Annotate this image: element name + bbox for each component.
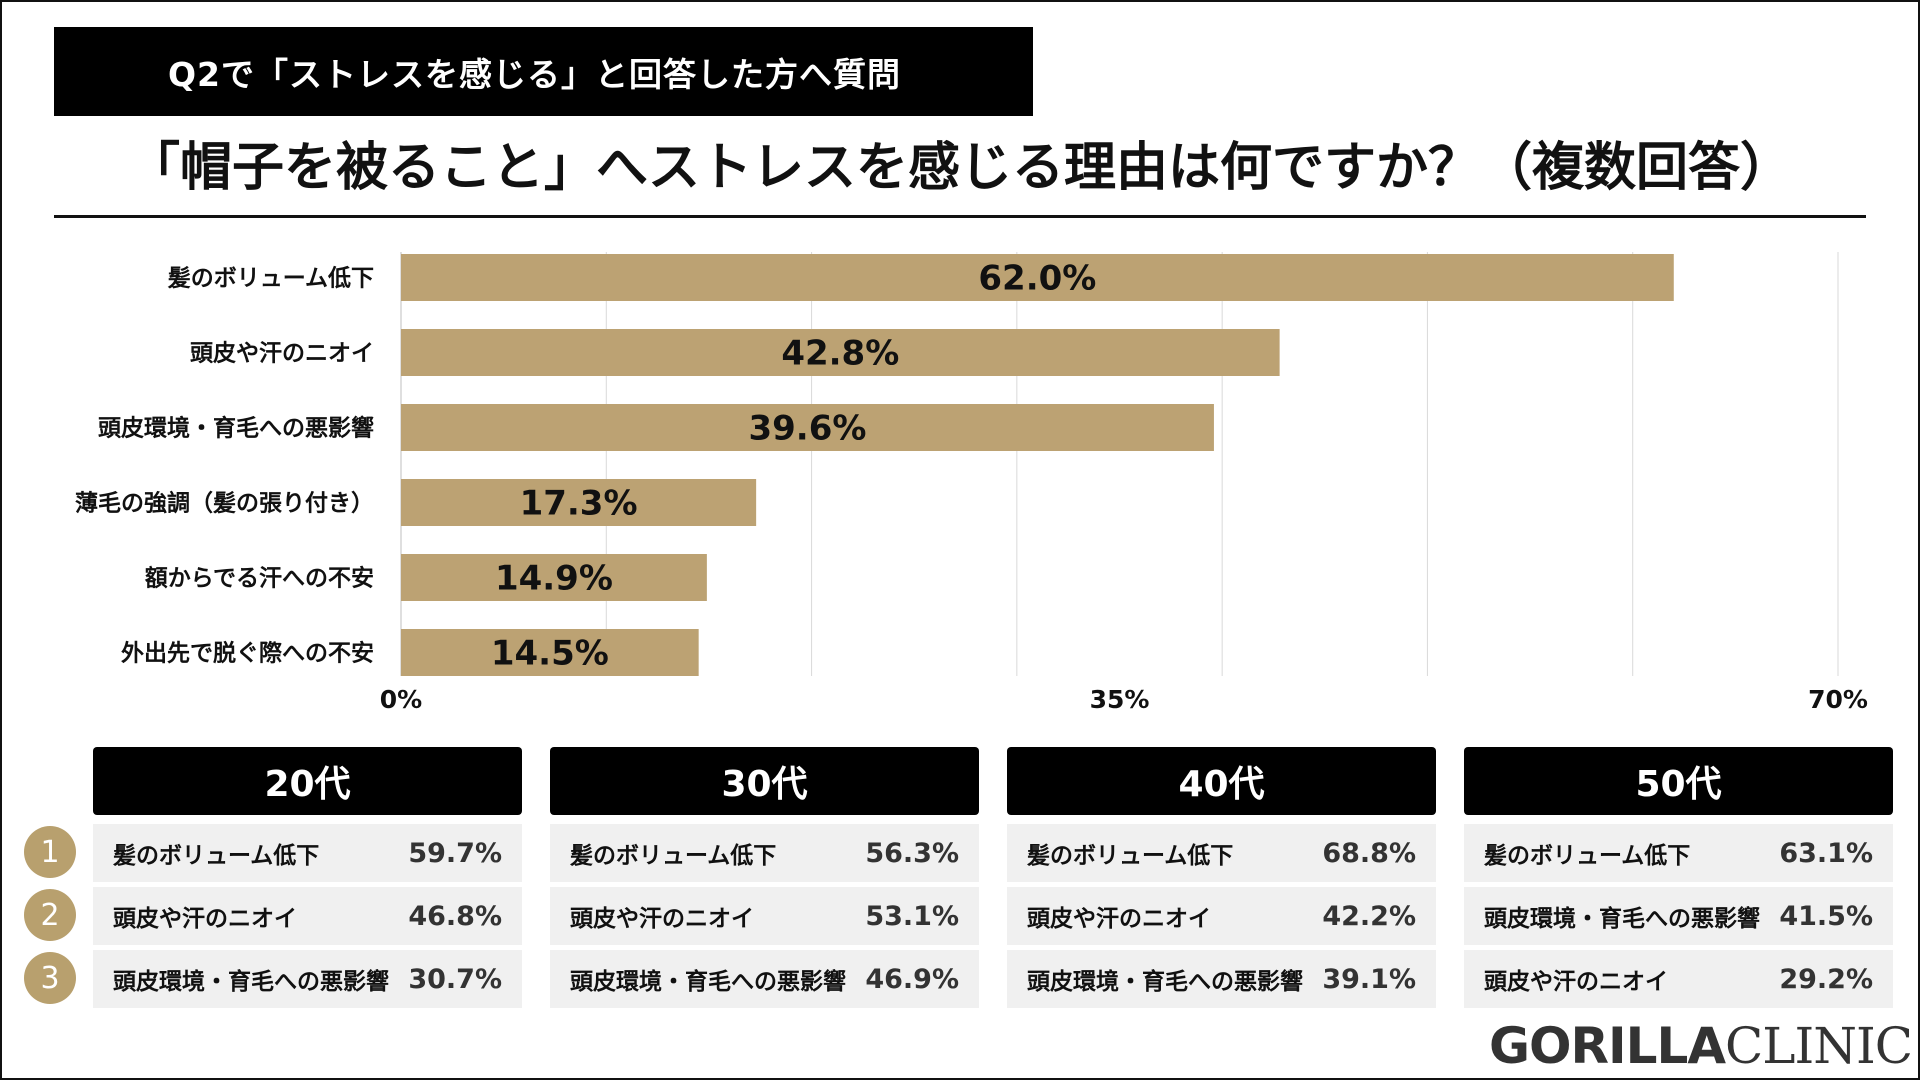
rank-item-percent: 39.1% [1322, 963, 1416, 995]
rank-row-1: 髪のボリューム低下 68.8% [1007, 824, 1436, 882]
age-panel-3: 40代髪のボリューム低下 68.8% 頭皮や汗のニオイ 42.2% 頭皮環境・育毛への悪… [1007, 747, 1436, 1008]
rank-item-percent: 30.7% [408, 963, 502, 995]
rank-item-label: 頭皮環境・育毛への悪影響 [570, 969, 846, 995]
bar-3 [401, 404, 1214, 451]
rank-item-label: 頭皮環境・育毛への悪影響 [1484, 906, 1760, 932]
question-banner-text: Q2で「ストレスを感じる」と回答した方へ質問 [168, 54, 902, 94]
data-label-5: 14.9% [495, 559, 613, 599]
rank-item-label: 頭皮や汗のニオイ [1484, 969, 1668, 995]
rank-row-2: 頭皮や汗のニオイ 53.1% [550, 887, 979, 945]
rank-row-1: 髪のボリューム低下 63.1% [1464, 824, 1893, 882]
rank-item-label: 頭皮環境・育毛への悪影響 [113, 969, 389, 995]
bar-2 [401, 329, 1280, 376]
rank-item-percent: 63.1% [1779, 837, 1873, 869]
question-banner: Q2で「ストレスを感じる」と回答した方へ質問 [54, 27, 1033, 116]
rank-item-percent: 68.8% [1322, 837, 1416, 869]
data-label-2: 42.8% [781, 334, 899, 374]
rank-item-label: 頭皮や汗のニオイ [1027, 906, 1211, 932]
tick-label-1: 0% [380, 685, 422, 714]
rank-item-percent: 59.7% [408, 837, 502, 869]
rank-row-2: 頭皮や汗のニオイ 46.8% [93, 887, 522, 945]
age-panel-1: 20代髪のボリューム低下 59.7% 頭皮や汗のニオイ 46.8% 頭皮環境・育毛への悪… [93, 747, 522, 1008]
data-label-4: 17.3% [520, 484, 638, 524]
age-panel-header: 20代 [93, 747, 522, 815]
rank-row-2: 頭皮や汗のニオイ 42.2% [1007, 887, 1436, 945]
rank-item-percent: 42.2% [1322, 900, 1416, 932]
rank-badge-3: 3 [24, 952, 76, 1004]
data-label-1: 62.0% [978, 259, 1096, 299]
rank-item-label: 髪のボリューム低下 [570, 843, 777, 869]
rank-badge-1: 1 [24, 826, 76, 878]
rank-row-3: 頭皮環境・育毛への悪影響 46.9% [550, 950, 979, 1008]
category-label-6: 外出先で脱ぐ際への不安 [121, 640, 374, 667]
rank-badge-2: 2 [24, 889, 76, 941]
chart-title: 「帽子を被ること」へストレスを感じる理由は何ですか？（複数回答） [127, 138, 1792, 198]
tick-label-2: 35% [1090, 685, 1150, 714]
category-label-5: 額からでる汗への不安 [144, 565, 374, 592]
rank-row-3: 頭皮環境・育毛への悪影響 39.1% [1007, 950, 1436, 1008]
bar-4 [401, 479, 757, 526]
category-label-2: 頭皮や汗のニオイ [190, 341, 374, 367]
rank-item-percent: 53.1% [865, 900, 959, 932]
rank-item-percent: 41.5% [1779, 900, 1873, 932]
data-label-3: 39.6% [748, 409, 866, 449]
category-label-4: 薄毛の強調（髪の張り付き） [75, 490, 374, 517]
category-label-3: 頭皮環境・育毛への悪影響 [98, 415, 374, 442]
brand-logo-part1: GORILLA [1488, 1017, 1726, 1075]
rank-item-percent: 29.2% [1779, 963, 1873, 995]
tick-label-3: 70% [1808, 685, 1868, 714]
brand-logo: GORILLACLINIC [1488, 1016, 1913, 1076]
rank-item-label: 髪のボリューム低下 [113, 843, 320, 869]
age-panel-2: 30代髪のボリューム低下 56.3% 頭皮や汗のニオイ 53.1% 頭皮環境・育毛への悪… [550, 747, 979, 1008]
rank-row-3: 頭皮や汗のニオイ 29.2% [1464, 950, 1893, 1008]
rank-item-label: 髪のボリューム低下 [1484, 843, 1691, 869]
rank-item-percent: 46.8% [408, 900, 502, 932]
rank-item-percent: 46.9% [865, 963, 959, 995]
rank-item-percent: 56.3% [865, 837, 959, 869]
bar-5 [401, 554, 707, 601]
rank-item-label: 頭皮環境・育毛への悪影響 [1027, 969, 1303, 995]
age-panel-header: 40代 [1007, 747, 1436, 815]
brand-logo-part2: CLINIC [1725, 1017, 1913, 1075]
rank-row-2: 頭皮環境・育毛への悪影響 41.5% [1464, 887, 1893, 945]
title-divider [54, 215, 1866, 218]
rank-row-3: 頭皮環境・育毛への悪影響 30.7% [93, 950, 522, 1008]
bar-chart: 62.0% 髪のボリューム低下 42.8% 頭皮や汗のニオイ 39.6% 頭皮環境・育毛へ… [75, 252, 1868, 714]
rank-item-label: 髪のボリューム低下 [1027, 843, 1234, 869]
rank-item-label: 頭皮や汗のニオイ [113, 906, 297, 932]
bar-6 [401, 629, 699, 676]
category-label-1: 髪のボリューム低下 [167, 265, 374, 292]
age-panel-header: 50代 [1464, 747, 1893, 815]
rank-row-1: 髪のボリューム低下 56.3% [550, 824, 979, 882]
age-panel-4: 50代髪のボリューム低下 63.1% 頭皮環境・育毛への悪影響 41.5% 頭皮や汗のニ… [1464, 747, 1893, 1008]
data-label-6: 14.5% [491, 634, 609, 674]
rank-row-1: 髪のボリューム低下 59.7% [93, 824, 522, 882]
rank-item-label: 頭皮や汗のニオイ [570, 906, 754, 932]
bar-1 [401, 254, 1674, 301]
age-panel-header: 30代 [550, 747, 979, 815]
